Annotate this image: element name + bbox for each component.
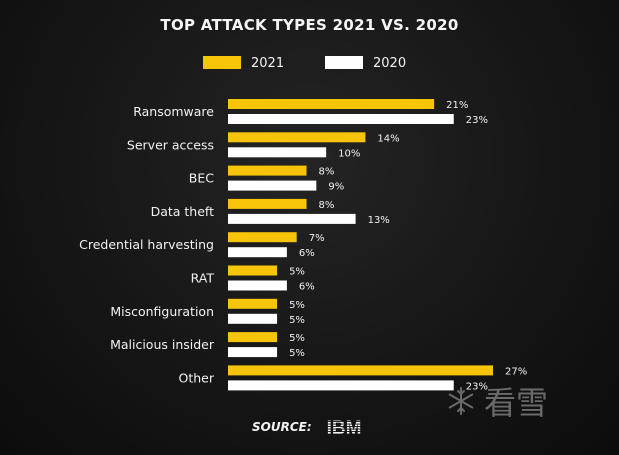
bar-2021 bbox=[228, 298, 278, 309]
category-label: RAT bbox=[191, 271, 215, 286]
value-label-2020: 23% bbox=[466, 381, 488, 392]
category-label: Credential harvesting bbox=[79, 237, 214, 252]
category-label: Server access bbox=[127, 137, 214, 152]
legend-swatch-2020 bbox=[325, 56, 363, 69]
category-label: Malicious insider bbox=[110, 337, 215, 352]
value-label-2020: 23% bbox=[466, 115, 488, 126]
value-label-2020: 10% bbox=[338, 148, 360, 159]
bar-2020 bbox=[228, 313, 278, 324]
value-label-2020: 5% bbox=[289, 315, 305, 326]
value-label-2020: 13% bbox=[368, 215, 390, 226]
value-label-2021: 8% bbox=[319, 200, 335, 211]
watermark-text: 看雪 bbox=[484, 384, 549, 422]
bar-2021 bbox=[228, 265, 278, 276]
legend-label-2020: 2020 bbox=[373, 56, 406, 71]
value-label-2021: 5% bbox=[289, 333, 305, 344]
category-label: Ransomware bbox=[133, 104, 214, 119]
bar-2021 bbox=[228, 99, 435, 109]
legend-swatch-2021 bbox=[203, 56, 241, 69]
bar-2020 bbox=[228, 247, 287, 258]
source-credit: SOURCE: IBM bbox=[252, 417, 368, 437]
ibm-logo-text: IBM bbox=[326, 418, 361, 437]
category-label: Other bbox=[179, 370, 215, 385]
value-label-2021: 21% bbox=[446, 100, 468, 111]
value-label-2020: 6% bbox=[299, 282, 315, 293]
bar-2021 bbox=[228, 165, 307, 176]
value-label-2020: 6% bbox=[299, 248, 315, 259]
legend-label-2021: 2021 bbox=[251, 56, 284, 71]
bar-2021 bbox=[228, 198, 307, 209]
value-label-2021: 7% bbox=[309, 233, 325, 244]
ibm-logo: IBM bbox=[326, 418, 361, 437]
value-label-2021: 14% bbox=[377, 133, 399, 144]
bar-2020 bbox=[228, 114, 454, 124]
bar-2020 bbox=[228, 180, 317, 191]
category-label: Data theft bbox=[151, 204, 215, 219]
watermark: 看雪 bbox=[446, 378, 548, 424]
category-label: BEC bbox=[189, 171, 214, 186]
bar-2020 bbox=[228, 347, 278, 358]
bar-2020 bbox=[228, 380, 454, 391]
bar-2020 bbox=[228, 213, 356, 224]
value-label-2020: 5% bbox=[289, 348, 305, 359]
snowflake-icon bbox=[448, 387, 474, 415]
chart-title: TOP ATTACK TYPES 2021 VS. 2020 bbox=[160, 16, 459, 34]
bar-2021 bbox=[228, 132, 366, 143]
value-label-2021: 5% bbox=[289, 267, 305, 278]
value-label-2020: 9% bbox=[328, 182, 344, 193]
bar-2020 bbox=[228, 147, 327, 158]
bar-2021 bbox=[228, 365, 493, 376]
value-label-2021: 5% bbox=[289, 300, 305, 311]
source-label: SOURCE: bbox=[252, 420, 312, 434]
bar-2020 bbox=[228, 280, 287, 291]
bar-2021 bbox=[228, 332, 278, 343]
bar-2021 bbox=[228, 232, 297, 243]
value-label-2021: 27% bbox=[505, 366, 527, 377]
category-label: Misconfiguration bbox=[110, 304, 214, 319]
value-label-2021: 8% bbox=[319, 167, 335, 178]
